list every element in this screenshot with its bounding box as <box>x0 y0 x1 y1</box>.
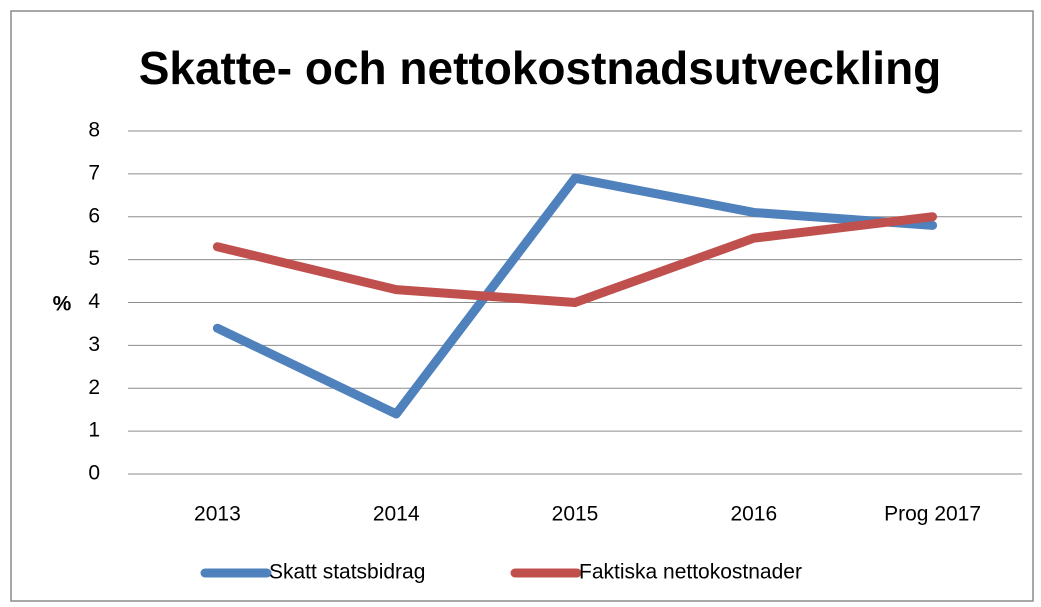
data-line <box>212 212 938 307</box>
x-tick-label: 2015 <box>552 503 599 526</box>
x-tick-label: 2014 <box>373 503 420 526</box>
y-tick-label: 6 <box>88 204 100 227</box>
legend-label: Skatt statsbidrag <box>269 561 425 584</box>
chart-frame <box>10 10 1034 602</box>
y-tick-label: 0 <box>88 462 100 485</box>
x-tick-label: Prog 2017 <box>884 503 981 526</box>
chart-title: Skatte- och nettokostnadsutveckling <box>139 42 942 94</box>
data-line <box>212 173 938 419</box>
legend-label: Faktiska nettokostnader <box>579 561 802 584</box>
y-tick-label: 3 <box>88 333 100 356</box>
y-tick-label: 1 <box>88 419 100 442</box>
x-tick-label: 2016 <box>730 503 777 526</box>
y-tick-label: 5 <box>88 247 100 270</box>
y-tick-label: 2 <box>88 376 100 399</box>
y-tick-label: 8 <box>88 119 100 142</box>
y-tick-label: 4 <box>88 290 100 313</box>
y-axis-label: % <box>53 293 72 316</box>
y-tick-label: 7 <box>88 161 100 184</box>
x-tick-label: 2013 <box>194 503 241 526</box>
